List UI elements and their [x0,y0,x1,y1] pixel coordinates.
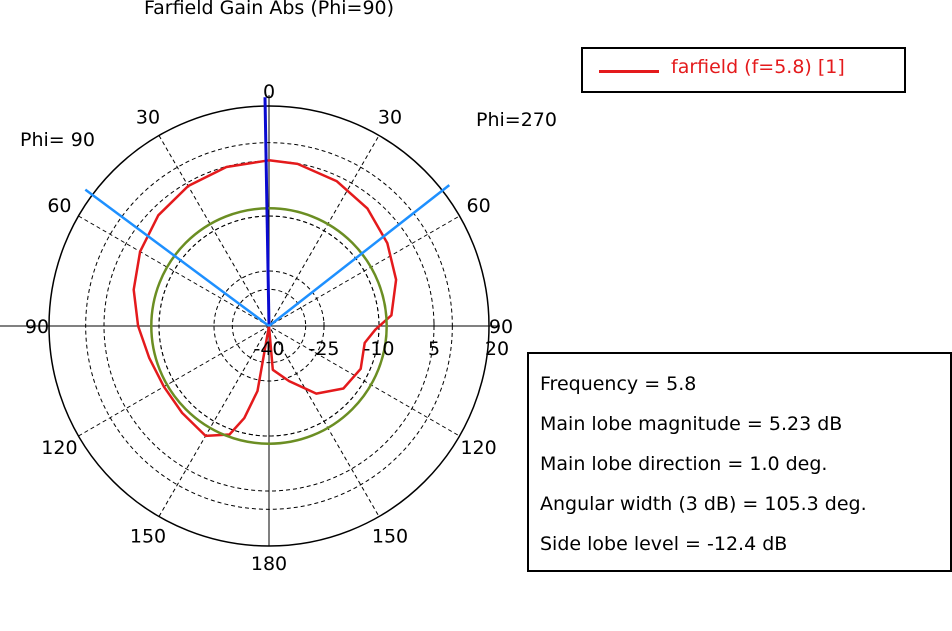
radial-tick-label: 5 [428,338,440,360]
info-side-lobe-level: Side lobe level = -12.4 dB [540,533,788,555]
info-panel: Frequency = 5.8 Main lobe magnitude = 5.… [527,352,952,572]
legend-label: farfield (f=5.8) [1] [671,56,845,78]
radial-tick-label: -40 [253,338,284,360]
series-layer [84,97,451,445]
angle-label: 60 [466,195,490,217]
info-main-lobe-magnitude: Main lobe magnitude = 5.23 dB [540,413,843,435]
angle-label: 90 [489,316,513,338]
angle-label: 150 [130,526,166,548]
beamwidth-edge-line [268,184,451,327]
radial-tick-label: -10 [363,338,394,360]
info-frequency: Frequency = 5.8 [540,373,697,395]
angle-label: 150 [372,526,408,548]
radial-tick-label: -25 [308,338,339,360]
radial-tick-label: 20 [485,338,509,360]
label-layer: 0 30 60 90 120 150 180 30 60 90 120 150 -40 -25 -10 5 20 [25,81,513,575]
angle-label: 180 [251,553,287,575]
chart-title: Farfield Gain Abs (Phi=90) [144,0,394,19]
angle-label: 0 [263,81,275,103]
angle-label: 120 [460,437,496,459]
phi-right-label: Phi=270 [476,109,557,131]
info-angular-width: Angular width (3 dB) = 105.3 deg. [540,493,867,515]
angle-label: 30 [136,106,160,128]
angle-label: 60 [47,195,71,217]
beamwidth-edge-line [84,188,270,328]
reference-circle [150,207,388,445]
info-main-lobe-direction: Main lobe direction = 1.0 deg. [540,453,828,475]
legend: farfield (f=5.8) [1] [581,47,906,93]
angle-label: 90 [25,316,49,338]
phi-left-label: Phi= 90 [20,129,95,151]
angle-label: 30 [378,106,402,128]
main-lobe-direction-line [263,97,271,327]
angle-label: 120 [41,437,77,459]
legend-swatch [599,70,659,73]
